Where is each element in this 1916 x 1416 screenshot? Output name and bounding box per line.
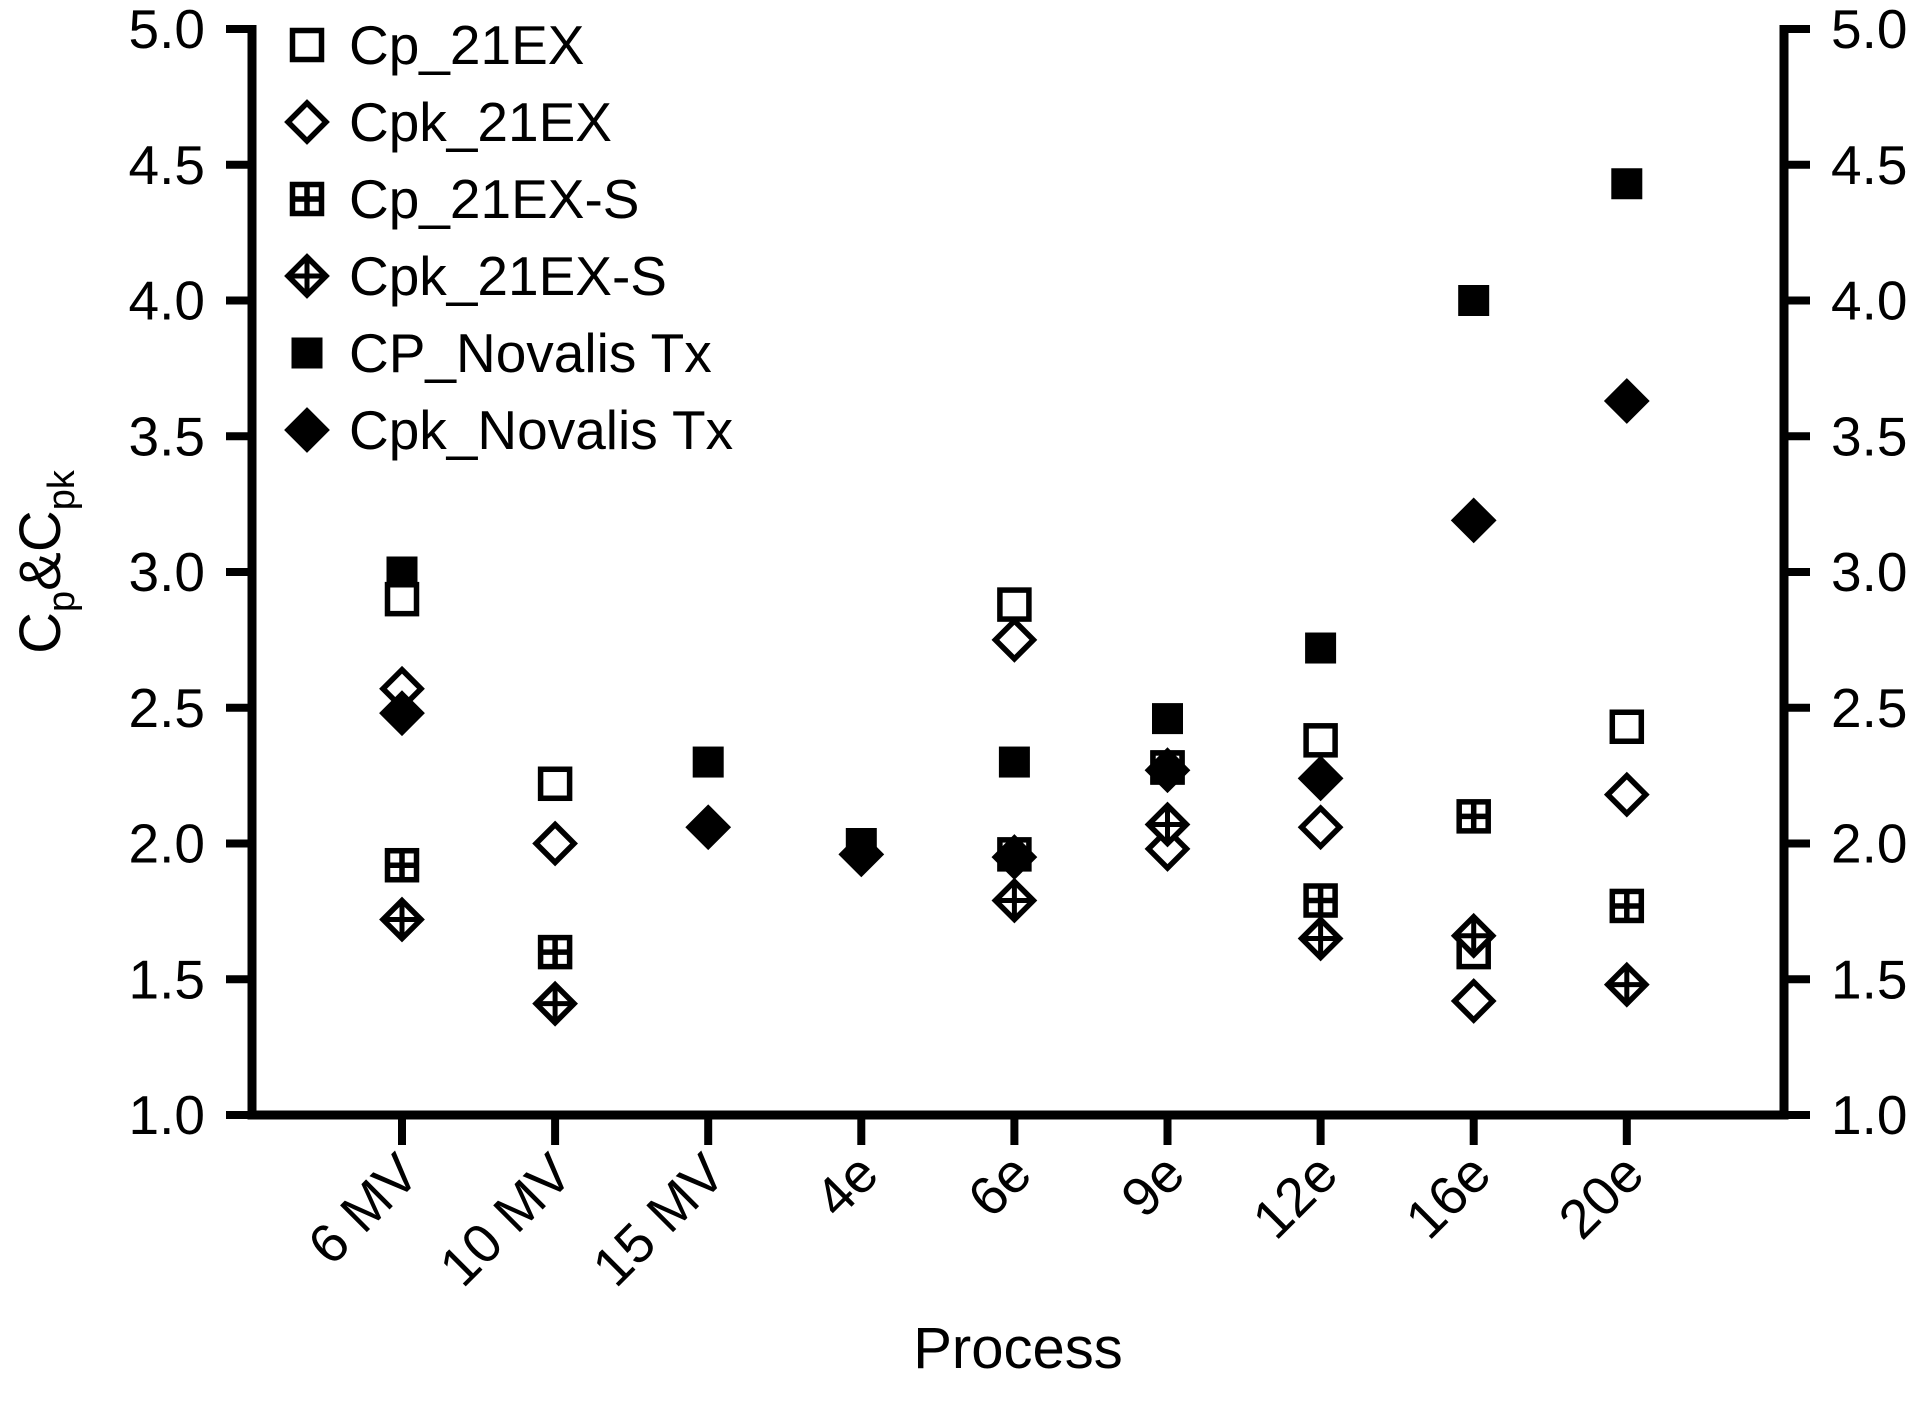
legend-item: Cp_21EX-S [289,168,639,230]
data-point [991,877,1038,924]
data-point [1450,978,1497,1024]
legend-label: Cp_21EX [349,14,584,76]
x-tick-label: 12e [1240,1142,1349,1251]
legend-marker-grid-square [289,181,325,217]
data-point [1297,804,1344,851]
data-point [1603,961,1650,1008]
data-point [1144,801,1191,848]
legend-label: Cpk_21EX [349,91,612,153]
x-tick-label: 9e [1109,1142,1196,1229]
x-tick-label: 15 MV [580,1141,736,1297]
data-point [386,556,418,588]
data-point [998,746,1030,778]
legend-item: CP_Novalis Tx [291,322,712,384]
data-point [1152,703,1183,735]
data-point [1144,826,1191,872]
y-tick-label-left: 3.0 [129,541,205,603]
y-axis-title: Cp&Cpk [8,469,83,654]
data-point [537,934,573,970]
y-tick-label-right: 5.0 [1831,0,1907,60]
data-point [997,587,1032,622]
data-point [1303,883,1338,918]
data-point [1297,915,1344,962]
data-point [384,847,420,883]
data-point [384,581,420,617]
data-point [537,766,573,802]
legend-item: Cpk_21EX-S [284,245,667,307]
data-point [1144,747,1191,794]
data-point [838,831,885,878]
data-point [379,896,425,943]
y-tick-label-right: 2.5 [1831,677,1907,739]
data-point [1458,285,1490,316]
y-tick-label-left: 4.5 [129,134,205,196]
y-tick-label-right: 4.5 [1831,134,1907,196]
data-point [991,616,1038,663]
data-point [532,980,578,1027]
y-tick-label-right: 3.0 [1831,541,1907,603]
y-tick-label-left: 2.0 [129,813,205,875]
series-cpk-novalis-tx [379,378,1650,880]
legend-item: Cpk_21EX [284,91,612,153]
x-tick-label: 6 MV [296,1141,431,1276]
data-point [1609,709,1645,745]
y-tick-label-left: 2.5 [129,677,205,739]
x-tick-label: 4e [803,1142,890,1229]
legend-label: CP_Novalis Tx [349,322,712,384]
legend-item: Cpk_Novalis Tx [284,399,733,461]
series-cpk-21ex [379,616,1650,1024]
y-tick-label-left: 3.5 [129,405,205,467]
legend-label: Cp_21EX-S [349,168,639,230]
series-cpk-21ex-s [379,801,1650,1027]
y-tick-label-right: 4.0 [1831,270,1907,332]
x-tick-label: 10 MV [427,1141,583,1297]
data-point [1303,723,1338,758]
legend-marker-filled-diamond [284,407,330,453]
data-point [1450,912,1497,959]
legend-marker-cross-diamond [284,253,330,299]
data-point [1305,632,1337,664]
data-point [1603,771,1650,818]
x-axis-title: Process [913,1316,1123,1381]
data-point [991,834,1038,880]
x-tick-label: 20e [1547,1142,1656,1251]
y-tick-label-left: 4.0 [129,270,205,332]
data-point [685,804,732,851]
legend-label: Cpk_21EX-S [349,245,667,307]
data-point [1603,378,1650,424]
legend-label: Cpk_Novalis Tx [349,399,733,461]
x-tick-label: 6e [956,1142,1043,1229]
data-points [379,168,1650,1027]
y-tick-label-right: 2.0 [1831,813,1907,875]
data-point [1611,168,1643,200]
legend-marker-open-diamond [284,99,330,145]
y-tick-label-right: 1.0 [1831,1084,1907,1146]
data-point [379,690,425,737]
data-point [1450,497,1497,544]
legend-marker-open-square [289,27,325,63]
y-tick-label-left: 1.0 [129,1084,205,1146]
y-tick-label-right: 1.5 [1831,948,1907,1010]
legend-item: Cp_21EX [289,14,584,76]
data-point [1456,799,1491,834]
data-point [692,746,724,778]
data-point [1609,888,1645,924]
y-tick-label-left: 1.5 [129,948,205,1010]
y-tick-label-right: 3.5 [1831,405,1907,467]
data-point [532,820,578,867]
legend-marker-filled-square [291,337,323,369]
data-point [1297,755,1344,802]
y-tick-label-left: 5.0 [129,0,205,60]
legend: Cp_21EX Cpk_21EX Cp_21EX-S Cpk_21EX-S CP_Nov… [284,14,733,461]
x-tick-label: 16e [1393,1142,1502,1251]
